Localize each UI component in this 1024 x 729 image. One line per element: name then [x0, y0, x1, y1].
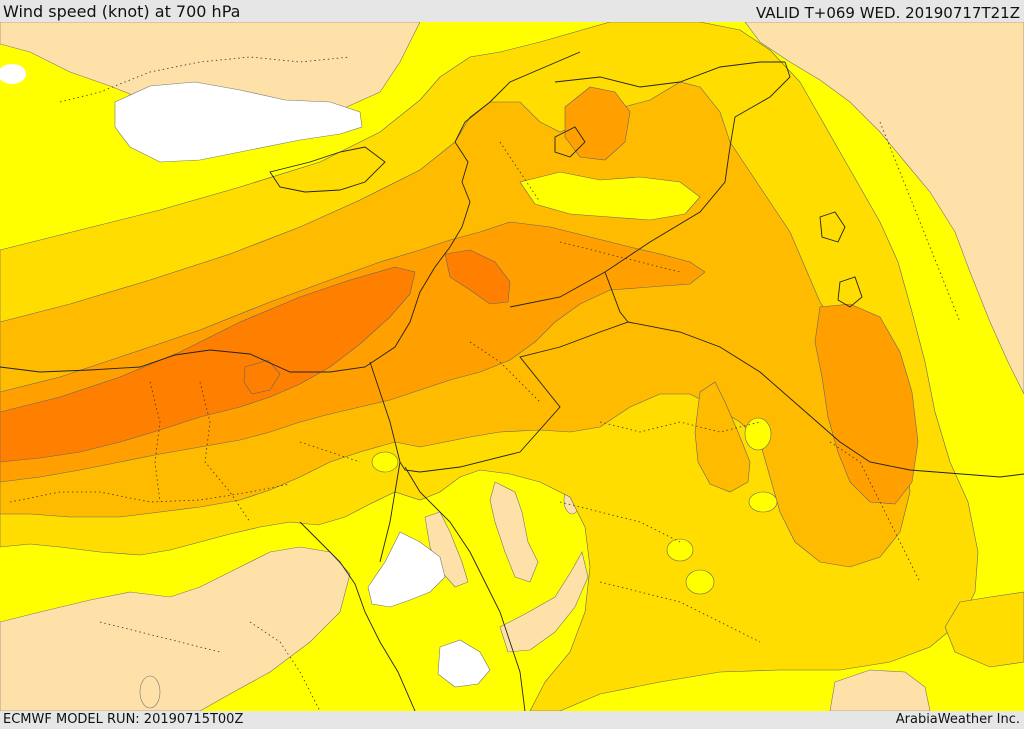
calm-patch-1 [489, 481, 539, 583]
calm-pocket-4 [685, 569, 715, 595]
map-footer: ECMWF MODEL RUN: 20190715T00Z ArabiaWeat… [0, 711, 1024, 729]
wind-band-5-north [564, 86, 631, 161]
map-header: Wind speed (knot) at 700 hPa VALID T+069… [0, 0, 1024, 22]
calm-patch-6 [139, 675, 161, 709]
calm-patch-3 [499, 551, 589, 653]
country-borders [369, 61, 1024, 478]
wind-band-4-patch [694, 381, 751, 493]
wind-band-6-sinai [243, 359, 281, 395]
calm-sea-red-sea [367, 531, 446, 608]
model-run: ECMWF MODEL RUN: 20190715T00Z [3, 712, 244, 727]
calm-pocket-1 [744, 417, 772, 451]
admin-boundaries [9, 56, 961, 711]
wind-band-6-patch [444, 249, 511, 305]
wind-band-6 [0, 266, 416, 463]
calm-pocket-2 [748, 491, 778, 513]
calm-pocket-3 [666, 538, 694, 562]
calm-region-northeast [744, 22, 1024, 395]
calm-region-sinai [0, 546, 351, 711]
wind-speed-map [0, 22, 1024, 711]
wind-band-5-east [814, 303, 919, 505]
valid-time: VALID T+069 WED. 20190717T21Z [755, 4, 1020, 22]
calm-sea-west [0, 64, 26, 84]
wind-band-3-east [944, 591, 1024, 668]
calm-patch-4 [829, 669, 931, 711]
coastlines [0, 51, 863, 711]
calm-sea-south [437, 639, 491, 688]
calm-pocket-6 [519, 171, 701, 221]
calm-pocket-5 [371, 451, 399, 473]
calm-sea-mediterranean [114, 81, 363, 163]
credit: ArabiaWeather Inc. [895, 712, 1020, 727]
map-title: Wind speed (knot) at 700 hPa [3, 2, 241, 21]
